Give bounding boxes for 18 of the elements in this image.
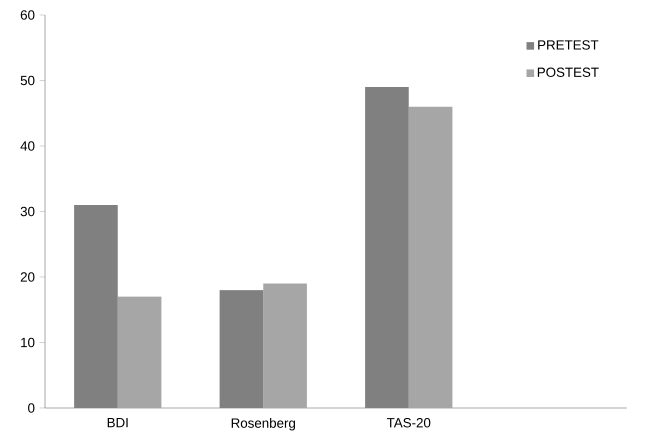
bar — [263, 284, 307, 408]
bar — [408, 106, 452, 408]
y-tick-label: 60 — [20, 10, 34, 20]
x-tick-label: Rosenberg — [232, 418, 296, 430]
legend-label: POSTEST — [538, 68, 599, 77]
bar — [365, 87, 409, 408]
y-tick-label: 50 — [20, 76, 34, 86]
legend-label: PRETEST — [538, 40, 598, 50]
bar — [118, 296, 162, 408]
y-tick-label: 40 — [20, 141, 34, 151]
y-tick-label: 30 — [20, 206, 34, 216]
y-tick-label: 0 — [28, 403, 34, 413]
y-tick-label: 10 — [21, 338, 34, 348]
x-tick-label: TAS-20 — [386, 418, 430, 428]
bar — [74, 204, 118, 408]
y-tick-label: 20 — [20, 272, 34, 282]
x-tick-label: BDI — [108, 418, 128, 428]
bar — [220, 290, 264, 408]
